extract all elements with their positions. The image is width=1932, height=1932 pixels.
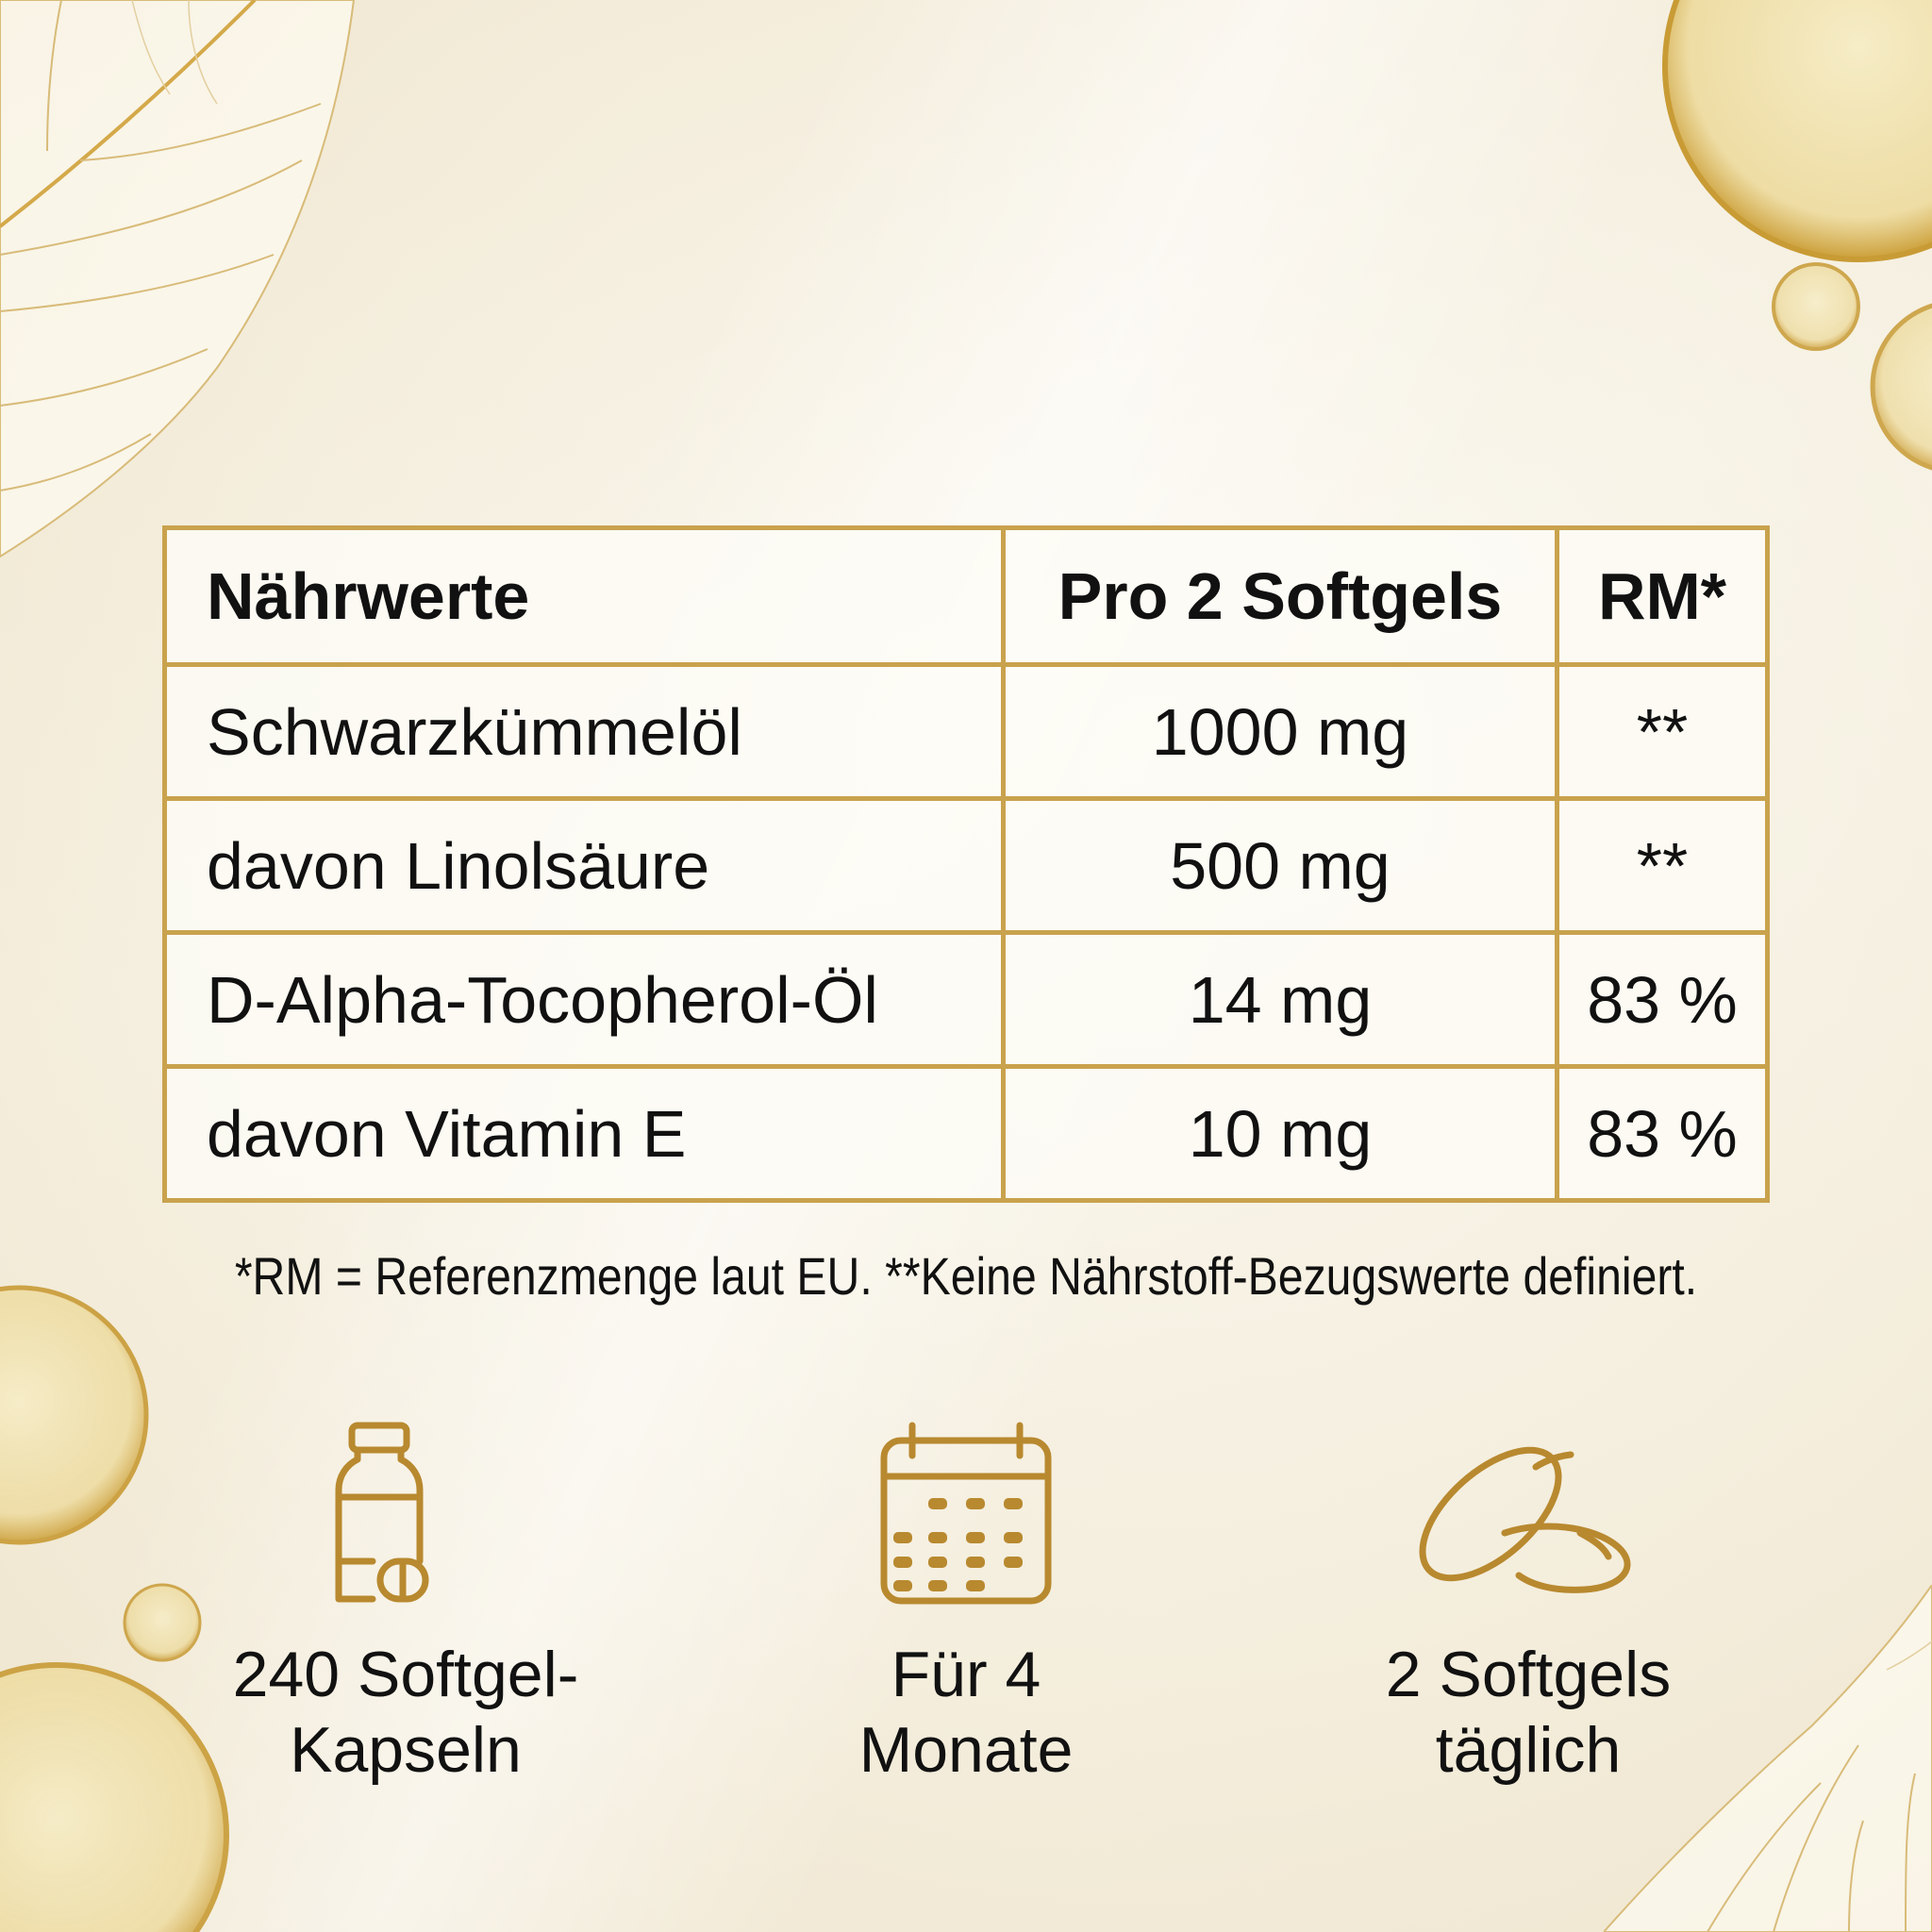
headline-line-1: Ohne Zusatzstoffe,: [533, 145, 1399, 255]
table-row: davon Linolsäure 500 mg **: [162, 796, 1770, 935]
table-header-row: Nährwerte Pro 2 Softgels RM*: [162, 525, 1770, 667]
table-row: Schwarzkümmelöl 1000 mg **: [162, 662, 1770, 801]
nutrient-name: davon Vitamin E: [162, 1064, 1006, 1203]
column-header-rm: RM*: [1555, 525, 1770, 667]
headline-line-2: nur reine Inhaltsstoffe: [460, 262, 1472, 372]
nutrient-amount: 14 mg: [1001, 930, 1559, 1069]
feature-daily-dose: 2 Softgels täglich: [1283, 1420, 1774, 1786]
feature-label: 2 Softgels täglich: [1385, 1639, 1672, 1786]
feature-label: Für 4 Monate: [858, 1639, 1074, 1786]
column-header-naehrwerte: Nährwerte: [162, 525, 1006, 667]
headline: Ohne Zusatzstoffe, nur reine Inhaltsstof…: [0, 142, 1932, 375]
nutrient-rm: **: [1555, 796, 1770, 935]
feature-duration: Für 4 Monate: [721, 1420, 1211, 1786]
nutrient-name: Schwarzkümmelöl: [162, 662, 1006, 801]
softgel-capsules-icon: [1419, 1446, 1631, 1593]
feature-capsule-count: 240 Softgel- Kapseln: [160, 1420, 651, 1786]
nutrient-name: davon Linolsäure: [162, 796, 1006, 935]
column-header-amount: Pro 2 Softgels: [1001, 525, 1559, 667]
footnote: *RM = Referenzmenge laut EU. **Keine Näh…: [234, 1246, 1698, 1306]
table-row: davon Vitamin E 10 mg 83 %: [162, 1064, 1770, 1203]
calendar-icon: [880, 1422, 1052, 1605]
nutrient-name: D-Alpha-Tocopherol-Öl: [162, 930, 1006, 1069]
nutrient-amount: 500 mg: [1001, 796, 1559, 935]
nutrient-amount: 1000 mg: [1001, 662, 1559, 801]
nutrient-amount: 10 mg: [1001, 1064, 1559, 1203]
table-row: D-Alpha-Tocopherol-Öl 14 mg 83 %: [162, 930, 1770, 1069]
nutrient-rm: 83 %: [1555, 1064, 1770, 1203]
nutrient-rm: 83 %: [1555, 930, 1770, 1069]
pill-bottle-icon: [335, 1422, 429, 1603]
nutrition-table: Nährwerte Pro 2 Softgels RM* Schwarzkümm…: [162, 525, 1770, 1203]
nutrient-rm: **: [1555, 662, 1770, 801]
feature-label: 240 Softgel- Kapseln: [232, 1639, 579, 1786]
